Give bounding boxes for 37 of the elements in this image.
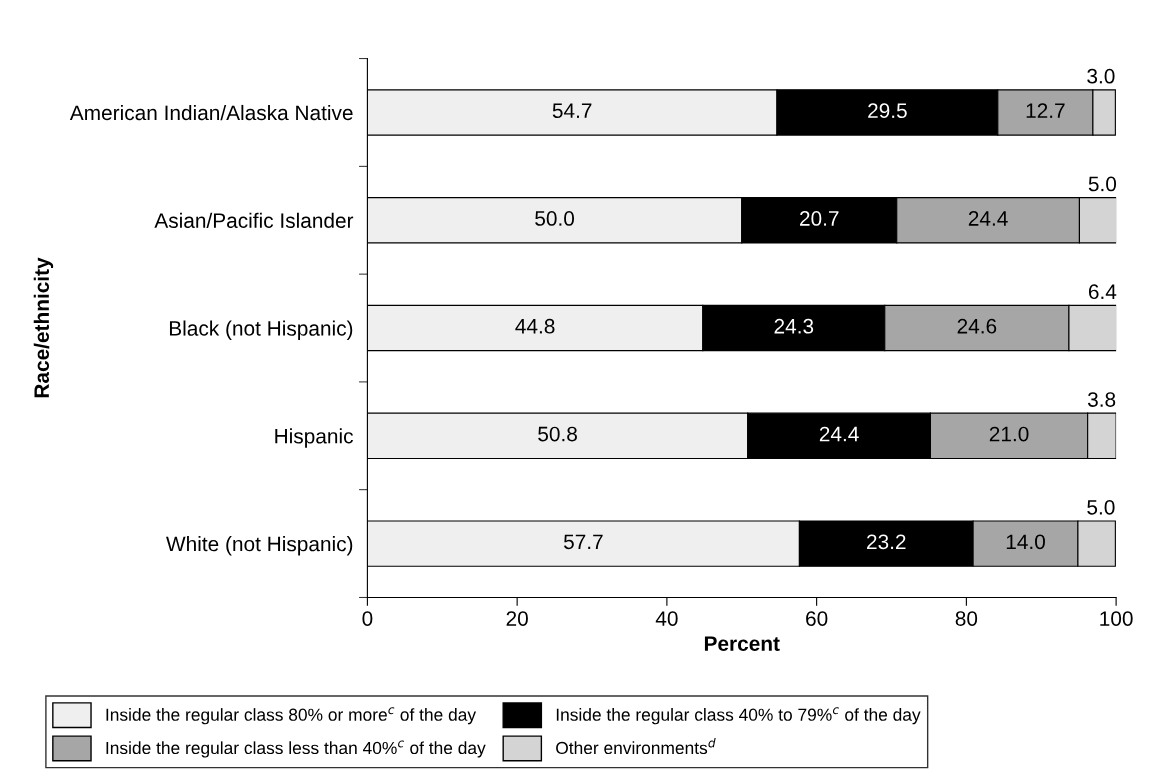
data-label: 5.0 xyxy=(1087,499,1115,515)
y-tick-label: Hispanic xyxy=(275,428,353,448)
data-label: 20.7 xyxy=(800,211,839,226)
y-tick-label: White (not Hispanic) xyxy=(166,536,353,556)
data-label: 3.8 xyxy=(1087,392,1116,407)
data-label: 50.8 xyxy=(538,426,577,442)
x-tick-label: 40 xyxy=(655,611,678,626)
data-label: 29.5 xyxy=(868,103,907,119)
data-label: 50.0 xyxy=(535,211,575,226)
data-label: 21.0 xyxy=(989,426,1029,442)
y-tick-label: American Indian/Alaska Native xyxy=(69,104,353,121)
y-tick-label: Asian/Pacific Islander xyxy=(154,212,354,228)
y-tick-label: Black (not Hispanic) xyxy=(169,320,353,340)
data-label: 24.6 xyxy=(957,318,997,334)
x-tick-label: 80 xyxy=(955,611,978,626)
legend-label: Inside the regular class 40% to 79%$^{c}$ of the day xyxy=(556,707,921,725)
legend-label: Inside the regular class 80% or more$^{c}$ of the day xyxy=(106,707,477,725)
data-label: 6.4 xyxy=(1088,284,1117,300)
data-label: 24.3 xyxy=(774,318,814,334)
data-label: 12.7 xyxy=(1026,103,1065,118)
data-label: 54.7 xyxy=(552,103,592,119)
x-tick-label: 60 xyxy=(806,611,828,626)
x-tick-label: 0 xyxy=(362,611,373,626)
data-label: 14.0 xyxy=(1006,534,1045,550)
x-tick-label: 20 xyxy=(506,611,528,626)
data-label: 24.4 xyxy=(819,426,859,442)
data-label: 44.8 xyxy=(515,318,555,334)
legend-label: Inside the regular class less than 40%$^{c}$ of the day xyxy=(106,740,486,758)
y-axis-title: Race/ethnicity xyxy=(33,257,54,398)
data-label: 5.0 xyxy=(1088,176,1117,192)
x-tick-label: 100 xyxy=(1100,611,1133,626)
data-label: 24.4 xyxy=(968,211,1008,226)
x-axis-title: Percent xyxy=(704,636,780,651)
data-label: 57.7 xyxy=(563,534,603,550)
data-label: 23.2 xyxy=(867,534,906,550)
legend-label: Other environments$^{d}$ xyxy=(556,738,716,755)
data-label: 3.0 xyxy=(1087,68,1115,84)
